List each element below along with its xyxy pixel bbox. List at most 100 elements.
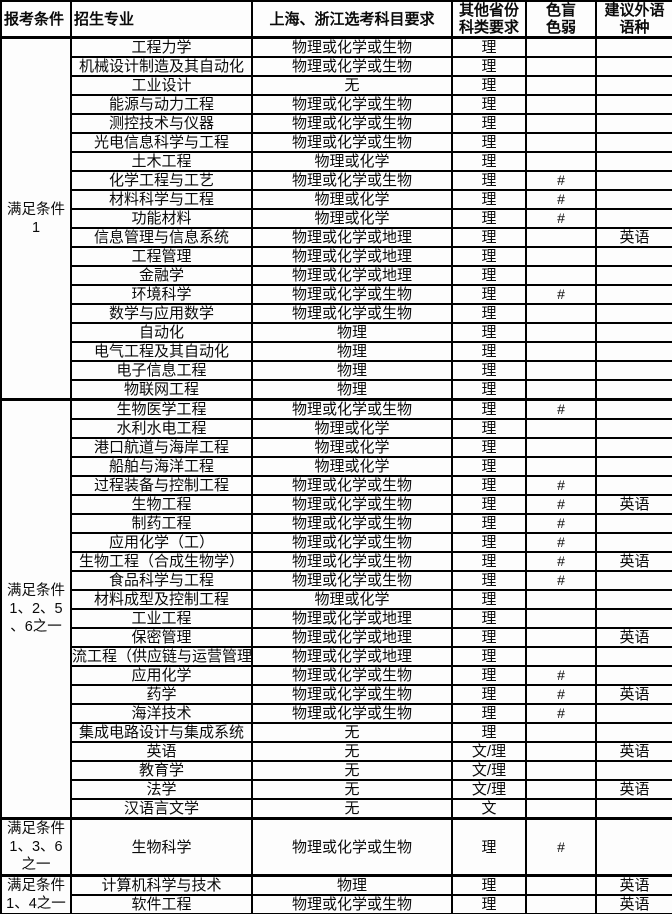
category-cell: 理 xyxy=(451,456,527,477)
major-cell: 制药工程 xyxy=(70,513,253,534)
category-cell: 理 xyxy=(451,189,527,210)
category-cell: 理 xyxy=(451,494,527,515)
colorblind-cell: # xyxy=(525,284,597,305)
major-cell: 材料成型及控制工程 xyxy=(70,589,253,610)
major-cell: 生物工程 xyxy=(70,494,253,515)
colorblind-cell: # xyxy=(525,513,597,534)
language-cell xyxy=(595,246,672,267)
colorblind-cell xyxy=(525,418,597,439)
colorblind-cell xyxy=(525,798,597,820)
category-cell: 理 xyxy=(451,551,527,572)
table-row: 过程装备与控制工程 物理或化学或生物理 # xyxy=(1,475,672,496)
table-row: 满足条件 1、2、5 、6之一 生物医学工程 物理或化学或生物理 # xyxy=(0,398,672,820)
table-row: 制药工程 物理或化学或生物理 # xyxy=(1,513,672,534)
language-cell xyxy=(595,360,672,381)
major-cell: 材料科学与工程 xyxy=(70,189,253,210)
category-cell: 理 xyxy=(451,532,527,553)
major-cell: 金融学 xyxy=(70,265,253,286)
subjects-cell: 物理或化学或地理 xyxy=(251,608,453,629)
subjects-cell: 物理 xyxy=(251,341,453,362)
column-header: 报考条件 xyxy=(0,0,72,39)
category-cell: 理 xyxy=(451,36,527,58)
subjects-cell: 物理或化学 xyxy=(251,589,453,610)
subjects-cell: 物理或化学或生物 xyxy=(251,170,453,191)
language-cell xyxy=(595,284,672,305)
major-cell: 英语 xyxy=(70,741,253,762)
subjects-cell: 物理或化学或生物 xyxy=(251,56,453,77)
language-cell: 英语 xyxy=(595,227,672,248)
subjects-cell: 物理或化学或地理 xyxy=(251,627,453,648)
category-cell: 理 xyxy=(451,418,527,439)
table-row: 英语无文/理 英语 xyxy=(1,741,672,762)
language-cell: 英语 xyxy=(595,627,672,648)
table-row: 流工程（供应链与运营管理 物理或化学或地理理 xyxy=(1,646,672,667)
colorblind-cell xyxy=(525,874,597,896)
table-row: 应用化学 物理或化学或生物理 # xyxy=(1,665,672,686)
table-row: 材料成型及控制工程 物理或化学理 xyxy=(1,589,672,610)
condition-cell: 满足条件 1、4之一 xyxy=(0,874,72,914)
subjects-cell: 物理或化学或生物 xyxy=(251,303,453,324)
colorblind-cell xyxy=(525,379,597,401)
colorblind-cell xyxy=(525,246,597,267)
table-row: 物联网工程 物理理 xyxy=(1,379,672,401)
major-cell: 食品科学与工程 xyxy=(70,570,253,591)
colorblind-cell xyxy=(525,322,597,343)
language-cell: 英语 xyxy=(595,684,672,705)
category-cell: 理 xyxy=(451,284,527,305)
major-cell: 生物科学 xyxy=(70,817,253,877)
major-cell: 软件工程 xyxy=(70,894,253,914)
subjects-cell: 物理或化学或生物 xyxy=(251,113,453,134)
major-cell: 自动化 xyxy=(70,322,253,343)
colorblind-cell xyxy=(525,75,597,96)
major-cell: 法学 xyxy=(70,779,253,800)
subjects-cell: 物理或化学或生物 xyxy=(251,570,453,591)
colorblind-cell xyxy=(525,894,597,914)
major-cell: 环境科学 xyxy=(70,284,253,305)
table-row: 工业工程 物理或化学或地理理 xyxy=(1,608,672,629)
category-cell: 理 xyxy=(451,132,527,153)
condition-cell: 满足条件 1、2、5 、6之一 xyxy=(0,398,72,820)
major-cell: 工程管理 xyxy=(70,246,253,267)
category-cell: 理 xyxy=(451,627,527,648)
table-row: 水利水电工程 物理或化学理 xyxy=(1,418,672,439)
subjects-cell: 物理或化学或生物 xyxy=(251,894,453,914)
colorblind-cell xyxy=(525,227,597,248)
category-cell: 理 xyxy=(451,437,527,458)
major-cell: 光电信息科学与工程 xyxy=(70,132,253,153)
major-cell: 测控技术与仪器 xyxy=(70,113,253,134)
colorblind-cell: # xyxy=(525,398,597,420)
colorblind-cell xyxy=(525,437,597,458)
table-row: 船舶与海洋工程 物理或化学理 xyxy=(1,456,672,477)
category-cell: 理 xyxy=(451,894,527,914)
colorblind-cell xyxy=(525,151,597,172)
table-row: 土木工程 物理或化学理 xyxy=(1,151,672,172)
major-cell: 生物医学工程 xyxy=(70,398,253,420)
category-cell: 理 xyxy=(451,170,527,191)
major-cell: 信息管理与信息系统 xyxy=(70,227,253,248)
major-cell: 电子信息工程 xyxy=(70,360,253,381)
subjects-cell: 物理 xyxy=(251,379,453,401)
colorblind-cell xyxy=(525,741,597,762)
colorblind-cell xyxy=(525,360,597,381)
subjects-cell: 物理或化学或生物 xyxy=(251,494,453,515)
language-cell xyxy=(595,570,672,591)
major-cell: 电气工程及其自动化 xyxy=(70,341,253,362)
condition-cell: 满足条件 1、3、6 之一 xyxy=(0,817,72,877)
table-row: 工程管理 物理或化学或地理理 xyxy=(1,246,672,267)
language-cell xyxy=(595,151,672,172)
language-cell xyxy=(595,760,672,781)
colorblind-cell: # xyxy=(525,551,597,572)
category-cell: 理 xyxy=(451,265,527,286)
subjects-cell: 物理或化学或生物 xyxy=(251,551,453,572)
subjects-cell: 物理或化学 xyxy=(251,151,453,172)
major-cell: 能源与动力工程 xyxy=(70,94,253,115)
language-cell xyxy=(595,608,672,629)
table-row: 食品科学与工程 物理或化学或生物理 # xyxy=(1,570,672,591)
subjects-cell: 物理或化学 xyxy=(251,437,453,458)
table-row: 能源与动力工程 物理或化学或生物理 xyxy=(1,94,672,115)
category-cell: 理 xyxy=(451,608,527,629)
major-cell: 药学 xyxy=(70,684,253,705)
header-row: 报考条件 招生专业 上海、浙江选考科目要求 其他省份 科类要求 色盲 色弱 建议外语 语种 xyxy=(0,0,672,39)
category-cell: 理 xyxy=(451,75,527,96)
language-cell xyxy=(595,189,672,210)
